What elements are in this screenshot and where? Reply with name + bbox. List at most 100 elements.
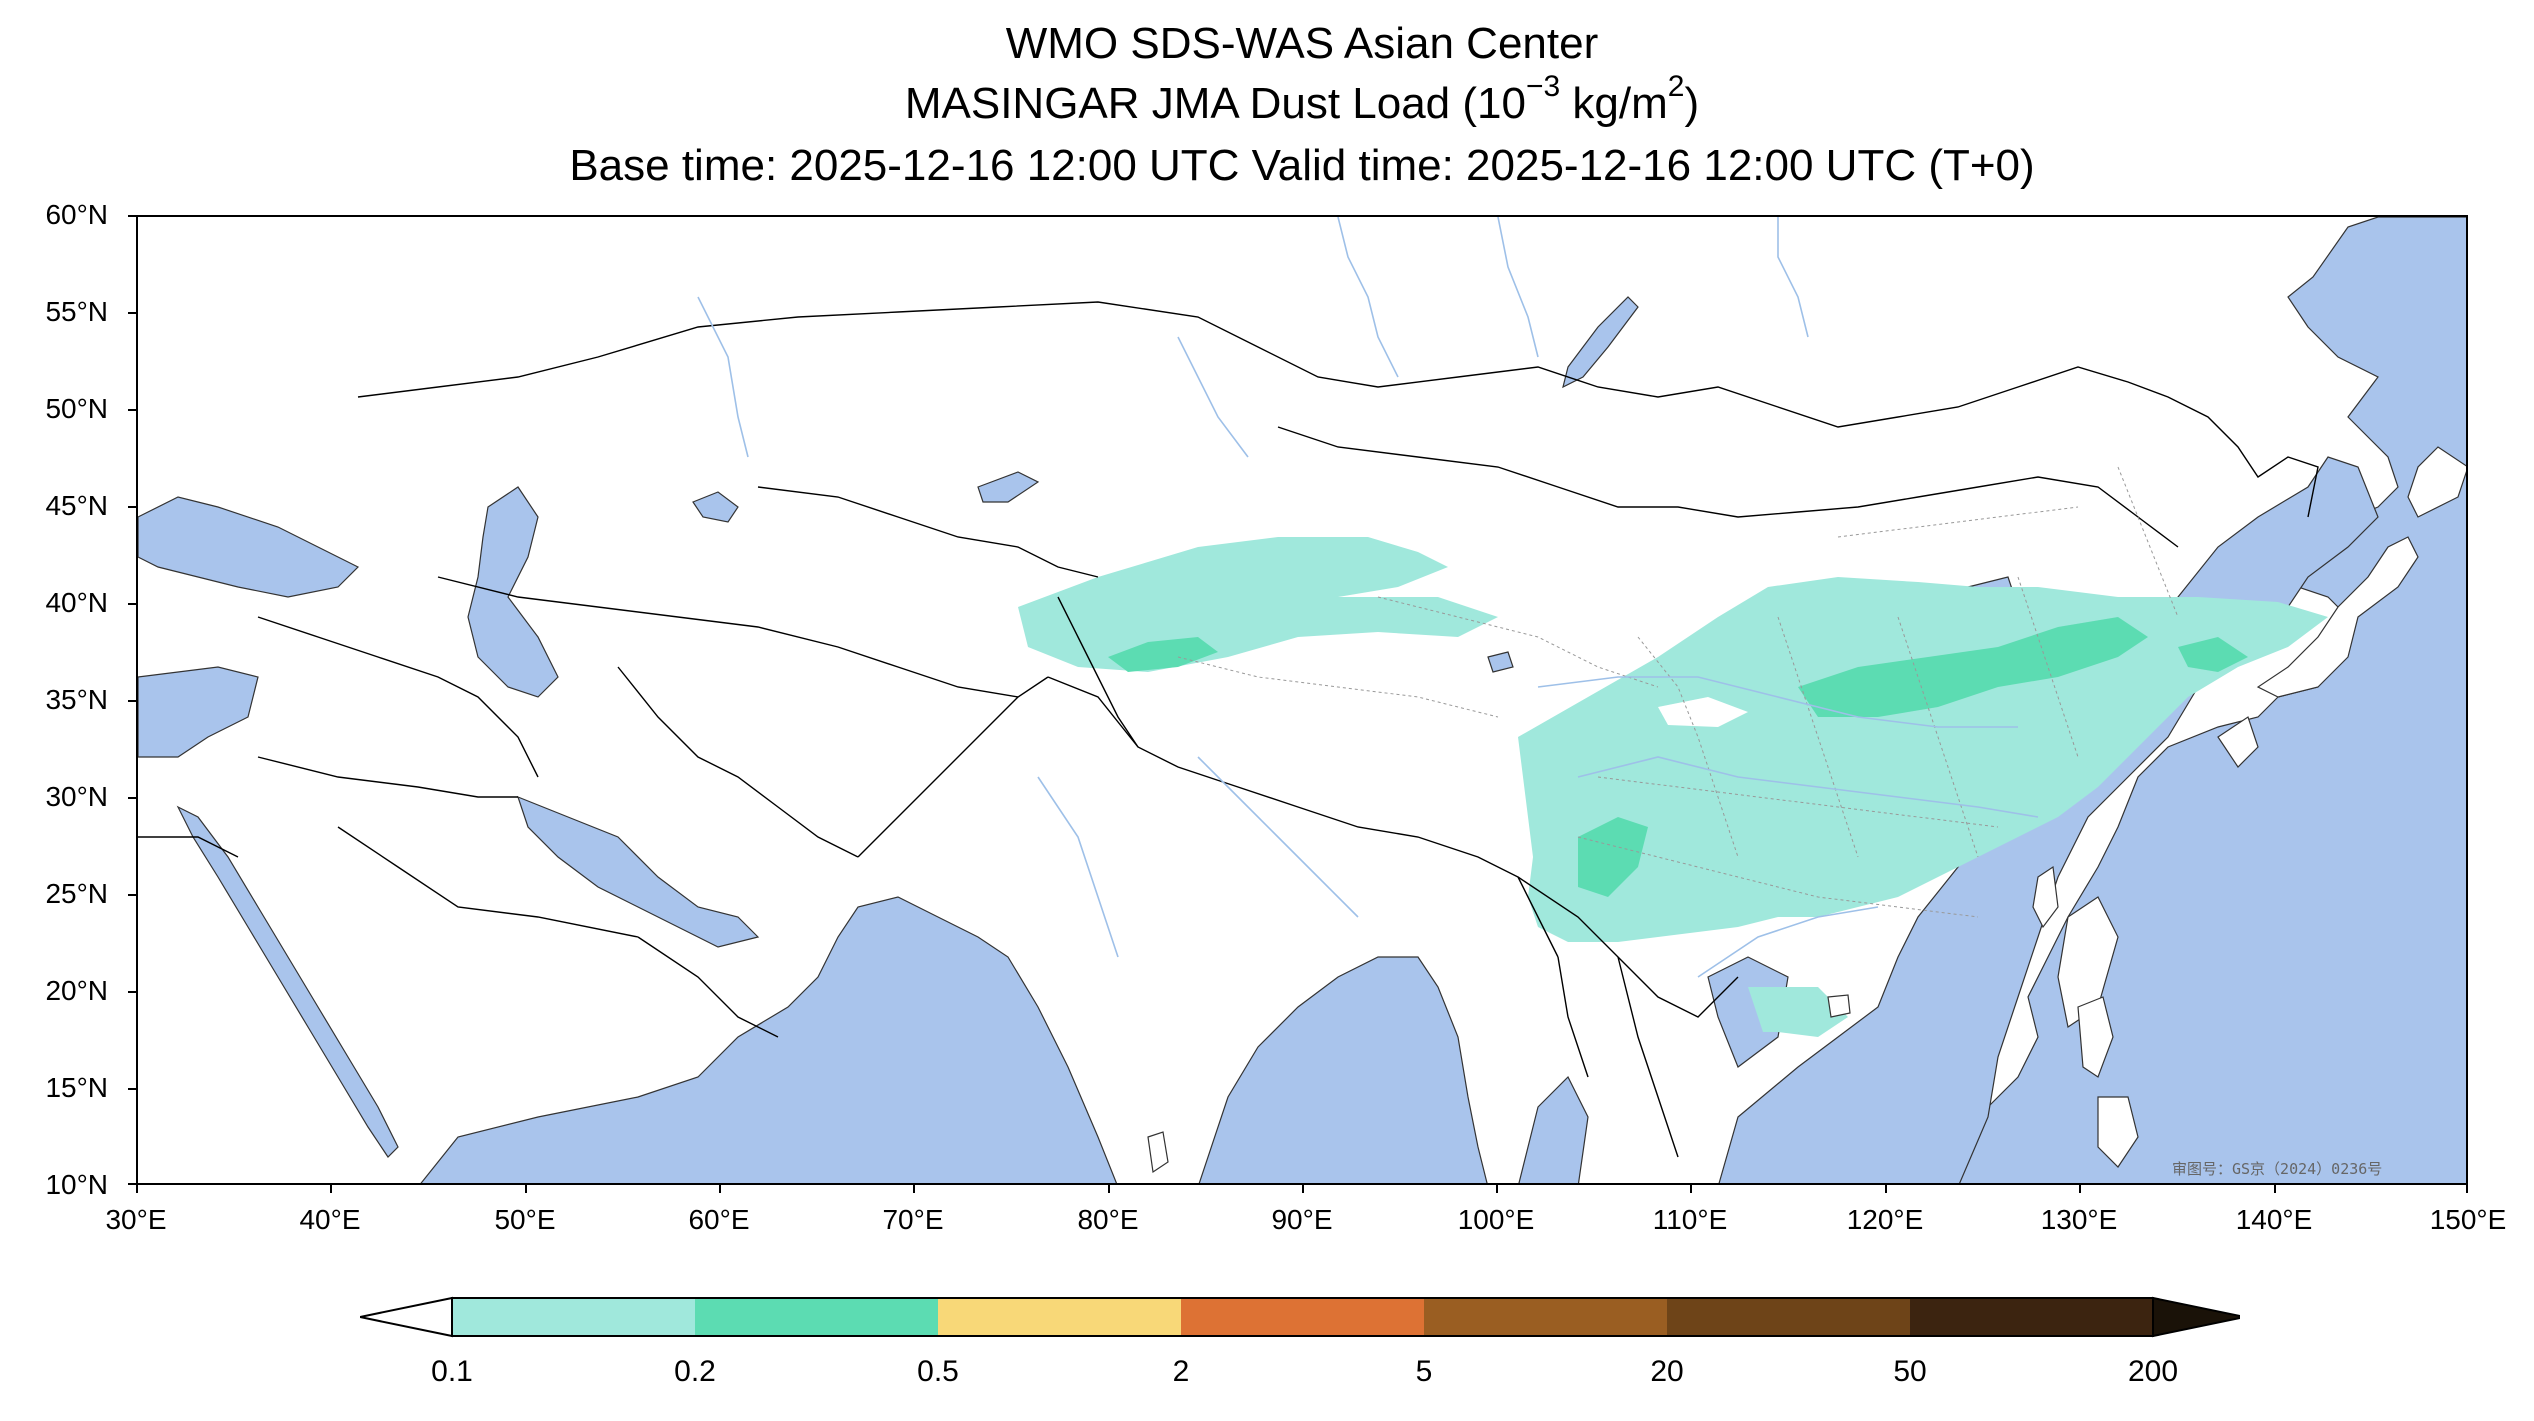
title-line-2: MASINGAR JMA Dust Load (10−3 kg/m2) (0, 72, 2534, 130)
colorbar-cell (1181, 1298, 1424, 1336)
lon-tick-mark (525, 1185, 527, 1193)
title-units-exponent: −3 (1525, 70, 1561, 103)
lon-tick-mark (330, 1185, 332, 1193)
lat-tick-label: 40°N (45, 587, 108, 618)
colorbar-label: 0.2 (674, 1355, 716, 1388)
country-borders (138, 301, 2319, 1158)
lat-tick-label: 10°N (45, 1169, 108, 1200)
lat-tick-label: 35°N (45, 684, 108, 715)
aral-sea (692, 491, 739, 523)
lon-tick-mark (1885, 1185, 1887, 1193)
lat-tick-mark (128, 603, 136, 605)
lon-tick-label: 60°E (688, 1204, 750, 1235)
lon-tick-label: 50°E (494, 1204, 556, 1235)
lon-tick-mark (719, 1185, 721, 1193)
dust-layer (1018, 537, 2328, 1037)
dust-china-light (1518, 577, 2328, 942)
colorbar-cells (360, 1296, 2240, 1338)
lat-tick-label: 55°N (45, 296, 108, 327)
qinghai-lake (1487, 651, 1514, 673)
dust-tarim-light (1018, 537, 1498, 672)
colorbar-label: 5 (1415, 1355, 1433, 1388)
dust-load-map (138, 217, 2466, 1183)
colorbar-label: 200 (2127, 1355, 2179, 1388)
lon-tick-label: 30°E (105, 1204, 167, 1235)
lon-tick-mark (1690, 1185, 1692, 1193)
lon-tick-mark (2079, 1185, 2081, 1193)
lat-tick-mark (128, 700, 136, 702)
colorbar-extend-min (360, 1296, 453, 1338)
lon-tick-label: 120°E (1846, 1204, 1924, 1235)
colorbar-label: 50 (1893, 1355, 1927, 1388)
colorbar-label: 20 (1650, 1355, 1684, 1388)
colorbar-cell (452, 1298, 695, 1336)
bay-of-bengal (1198, 956, 1488, 1183)
title-units-exponent-2: 2 (1667, 70, 1685, 103)
lat-tick-mark (128, 215, 136, 217)
lon-tick-mark (2466, 1185, 2468, 1193)
andaman-sea (1518, 1075, 1589, 1183)
red-sea (176, 805, 399, 1158)
lake-balkhash (977, 471, 1040, 503)
caspian-sea (467, 486, 559, 698)
lat-tick-label: 15°N (45, 1072, 108, 1103)
colorbar-label: 0.5 (917, 1355, 959, 1388)
colorbar-label: 0.1 (431, 1355, 473, 1388)
lon-tick-label: 140°E (2235, 1204, 2313, 1235)
island-landmasses (1147, 446, 2466, 1174)
mediterranean-sea (138, 666, 259, 758)
hainan (1827, 994, 1851, 1018)
dust-north-china-medium (1798, 617, 2148, 717)
lat-tick-label: 25°N (45, 878, 108, 909)
lat-tick-mark (128, 797, 136, 799)
colorbar-extend-max (2152, 1296, 2240, 1338)
lon-tick-label: 90°E (1271, 1204, 1333, 1235)
title-units-mid: kg/m (1560, 79, 1668, 128)
title-units-prefix: MASINGAR JMA Dust Load (10 (904, 79, 1526, 128)
lat-tick-label: 50°N (45, 393, 108, 424)
dust-sichuan-medium (1578, 817, 1648, 897)
colorbar-cell (938, 1298, 1181, 1336)
lat-tick-mark (128, 1183, 136, 1185)
lon-tick-label: 40°E (299, 1204, 361, 1235)
lon-tick-label: 110°E (1652, 1204, 1728, 1235)
lat-tick-mark (128, 991, 136, 993)
taiwan (2032, 865, 2059, 929)
colorbar (360, 1296, 2240, 1338)
map-panel (136, 215, 2468, 1185)
lat-tick-mark (128, 312, 136, 314)
lon-tick-mark (1108, 1185, 1110, 1193)
lon-tick-mark (913, 1185, 915, 1193)
lat-tick-label: 60°N (45, 199, 108, 230)
colorbar-cell (1910, 1298, 2153, 1336)
japan-kyushu (2217, 716, 2259, 768)
title-line-1: WMO SDS-WAS Asian Center (1005, 19, 1599, 68)
lat-tick-label: 45°N (45, 490, 108, 521)
lat-tick-mark (128, 894, 136, 896)
colorbar-outline (451, 1297, 2154, 1337)
gulf-of-tonkin (1707, 956, 1789, 1068)
lon-tick-mark (1302, 1185, 1304, 1193)
colorbar-label: 2 (1172, 1355, 1190, 1388)
province-borders (1177, 466, 2179, 918)
lon-tick-mark (136, 1185, 138, 1193)
lon-tick-label: 150°E (2429, 1204, 2507, 1235)
lat-tick-label: 20°N (45, 975, 108, 1006)
sri-lanka (1147, 1131, 1169, 1174)
lat-tick-mark (128, 409, 136, 411)
lat-tick-mark (128, 1088, 136, 1090)
dust-korea-medium (2178, 637, 2248, 672)
lon-tick-mark (1496, 1185, 1498, 1193)
philippines-luzon (2077, 996, 2114, 1078)
arabian-sea (420, 896, 1118, 1183)
lon-tick-mark (2274, 1185, 2276, 1193)
lon-tick-label: 100°E (1457, 1204, 1535, 1235)
title-units-suffix: ) (1684, 79, 1700, 128)
colorbar-cell (1667, 1298, 1910, 1336)
lon-tick-label: 80°E (1077, 1204, 1139, 1235)
rivers (697, 217, 2039, 978)
colorbar-cell (695, 1298, 938, 1336)
lake-baikal (1562, 296, 1639, 389)
colorbar-cell (1424, 1298, 1667, 1336)
japan-hokkaido (2407, 446, 2466, 518)
